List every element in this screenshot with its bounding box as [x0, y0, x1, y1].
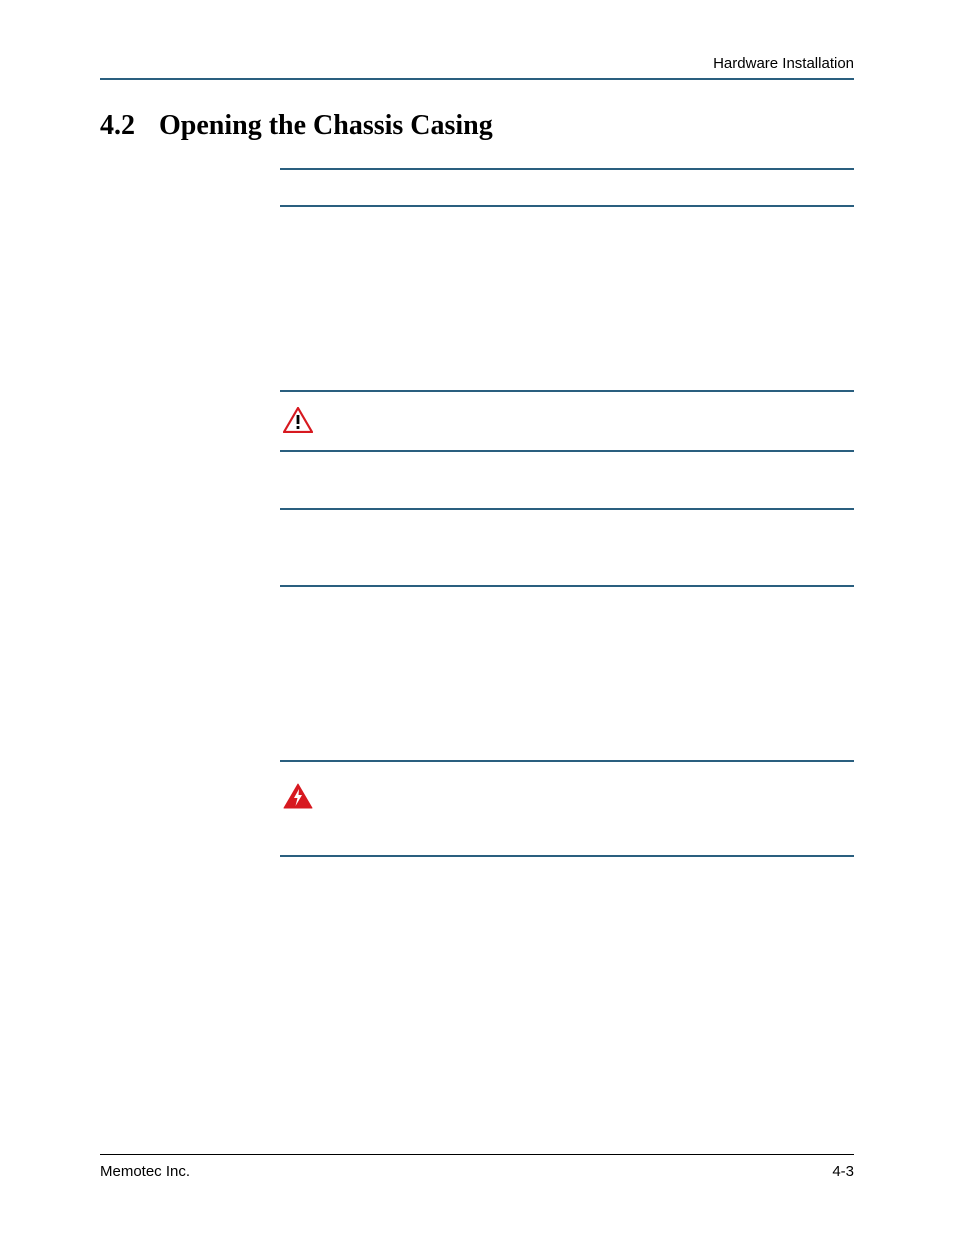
header-rule [100, 78, 854, 80]
running-header: Hardware Installation [713, 55, 854, 72]
warning-icon [283, 407, 313, 437]
callout-rule [280, 390, 854, 392]
callout-rule [280, 855, 854, 857]
footer-page-number: 4-3 [832, 1163, 854, 1180]
callout-rule [280, 205, 854, 207]
section-heading: 4.2 Opening the Chassis Casing [100, 110, 493, 142]
electrical-hazard-icon [283, 783, 313, 813]
footer-rule [100, 1154, 854, 1155]
callout-rule [280, 168, 854, 170]
section-title: Opening the Chassis Casing [159, 110, 493, 141]
callout-rule [280, 585, 854, 587]
callout-rule [280, 450, 854, 452]
page: Hardware Installation 4.2 Opening the Cha… [0, 0, 954, 1235]
footer-company: Memotec Inc. [100, 1163, 190, 1180]
callout-rule [280, 508, 854, 510]
section-number: 4.2 [100, 110, 135, 142]
callout-rule [280, 760, 854, 762]
